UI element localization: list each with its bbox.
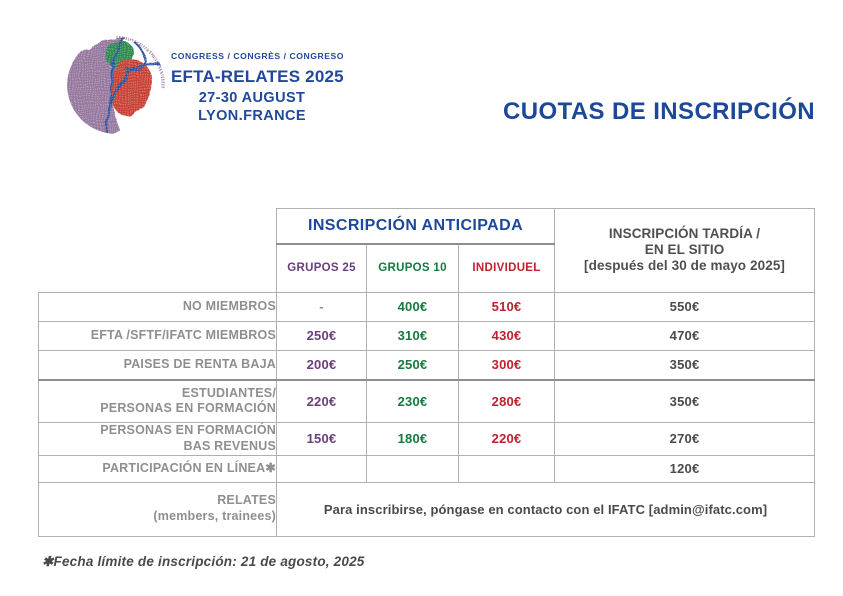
fee-cell: 120€ [554, 454, 816, 483]
row-label: RELATES (members, trainees) [38, 481, 277, 537]
fee-cell: 250€ [366, 349, 459, 381]
table-row-participacion-en-linea: PARTICIPACIÓN EN LÍNEA✱ 120€ [38, 454, 816, 483]
fee-cell: 550€ [554, 291, 816, 322]
fee-cell [276, 454, 367, 483]
table-row-paises-renta-baja: PAISES DE RENTA BAJA 200€ 250€ 300€ 350€ [38, 349, 816, 381]
fee-cell: 400€ [366, 291, 459, 322]
column-header-individuel: INDIVIDUEL [457, 243, 556, 293]
table-corner-blank [39, 209, 277, 293]
relates-contact-note: Para inscribirse, póngase en contacto co… [275, 481, 816, 537]
column-header-grupos-10: GRUPOS 10 [366, 243, 459, 293]
fee-cell: 310€ [366, 320, 459, 351]
row-label: PARTICIPACIÓN EN LÍNEA✱ [38, 454, 277, 483]
fee-cell: 220€ [276, 379, 367, 423]
fee-cell: 430€ [457, 320, 556, 351]
event-branding: CONGRESS / CONGRÈS / CONGRESO EFTA-RELAT… [171, 51, 345, 124]
fee-cell: 180€ [366, 421, 459, 456]
fee-cell: 230€ [366, 379, 459, 423]
fee-cell: 250€ [276, 320, 367, 351]
congress-line: CONGRESS / CONGRÈS / CONGRESO [171, 51, 345, 61]
fee-cell: 510€ [457, 291, 556, 322]
event-dates: 27-30 AUGUST [198, 90, 306, 106]
table-row-relates: RELATES (members, trainees) Para inscrib… [38, 481, 816, 537]
fee-cell: 150€ [276, 421, 367, 456]
table-row-efta-miembros: EFTA /SFTF/IFATC MIEMBROS 250€ 310€ 430€… [38, 320, 816, 351]
table-row-bas-revenus: PERSONAS EN FORMACIÓN BAS REVENUS 150€ 1… [38, 421, 816, 456]
registration-deadline-footnote: ✱Fecha límite de inscripción: 21 de agos… [42, 554, 365, 569]
early-registration-header: INSCRIPCIÓN ANTICIPADA [275, 208, 556, 245]
registration-fee-table: INSCRIPCIÓN ANTICIPADA INSCRIPCIÓN TARDÍ… [38, 208, 816, 537]
row-label: NO MIEMBROS [38, 291, 277, 322]
table-row-estudiantes: ESTUDIANTES/ PERSONAS EN FORMACIÓN 220€ … [38, 379, 816, 423]
event-name: EFTA-RELATES 2025 [171, 67, 344, 86]
table-row-no-miembros: NO MIEMBROS - 400€ 510€ 550€ [38, 291, 816, 322]
lyon-confluence-map-logo-icon [64, 33, 168, 137]
fee-cell: 200€ [276, 349, 367, 381]
fee-cell: - [276, 291, 367, 322]
fee-cell: 300€ [457, 349, 556, 381]
event-city: LYON.FRANCE [198, 108, 306, 124]
row-label: EFTA /SFTF/IFATC MIEMBROS [38, 320, 277, 351]
row-label: PAISES DE RENTA BAJA [38, 349, 277, 381]
fee-cell [457, 454, 556, 483]
row-label: PERSONAS EN FORMACIÓN BAS REVENUS [38, 421, 277, 456]
fee-cell: 220€ [457, 421, 556, 456]
fee-cell: 350€ [554, 379, 816, 423]
late-registration-header: INSCRIPCIÓN TARDÍA / EN EL SITIO [despué… [554, 208, 816, 293]
fee-cell: 280€ [457, 379, 556, 423]
row-label: ESTUDIANTES/ PERSONAS EN FORMACIÓN [38, 379, 277, 423]
fee-cell: 270€ [554, 421, 816, 456]
column-header-grupos-25: GRUPOS 25 [276, 243, 367, 293]
fee-cell: 350€ [554, 349, 816, 381]
fee-cell: 470€ [554, 320, 816, 351]
fee-cell [366, 454, 459, 483]
page-title: CUOTAS DE INSCRIPCIÓN [503, 98, 815, 125]
